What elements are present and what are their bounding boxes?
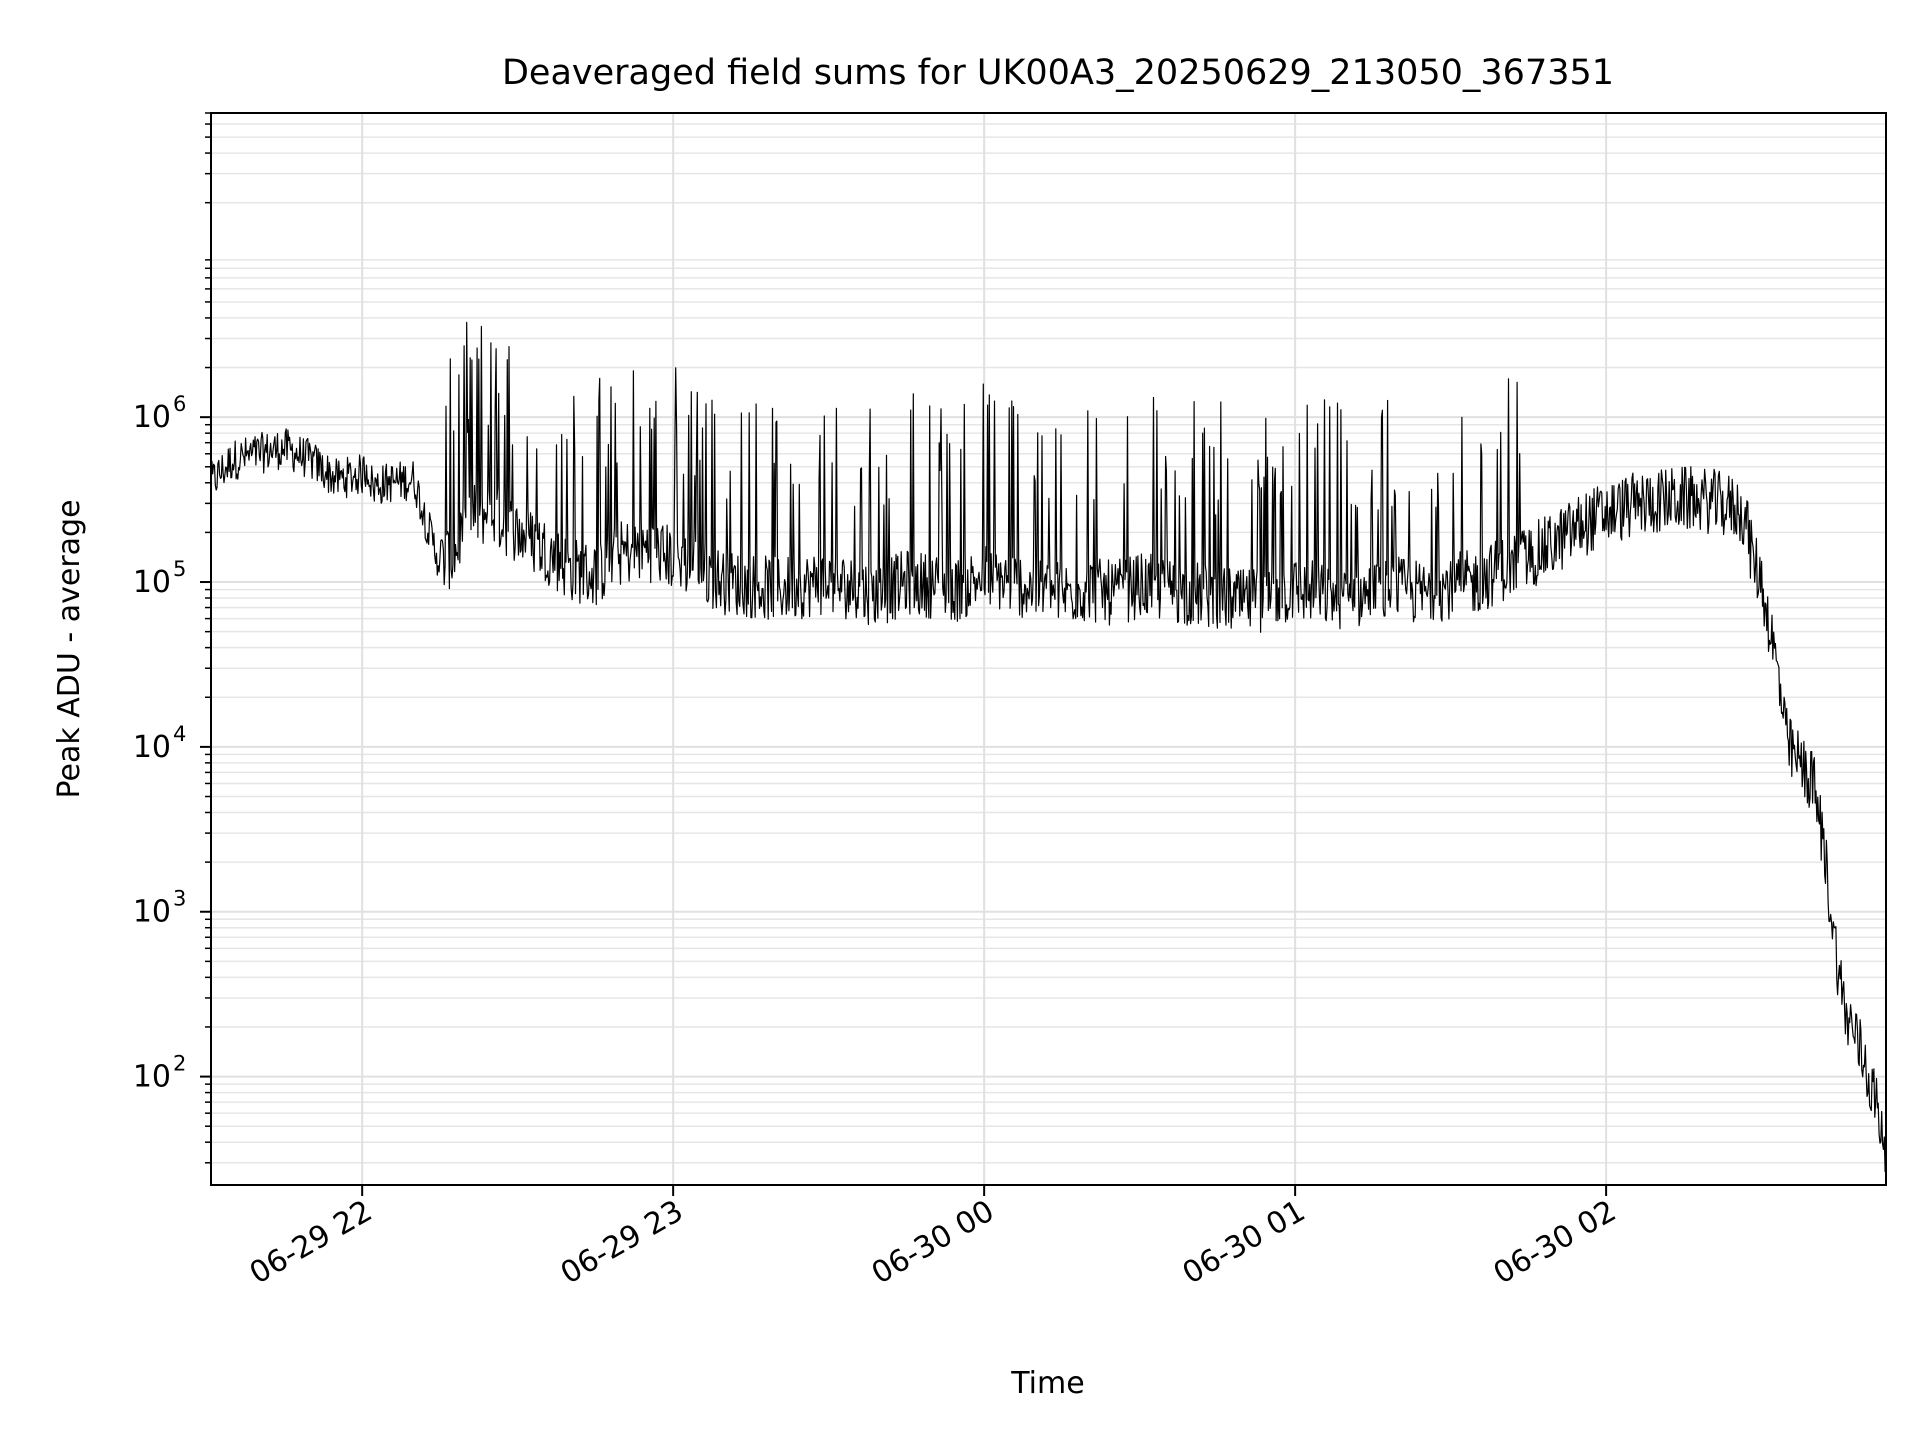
y-tick-label: 10	[133, 895, 171, 930]
x-axis-label: Time	[1010, 1366, 1084, 1401]
chart-title: Deaveraged field sums for UK00A3_2025062…	[502, 53, 1614, 93]
y-tick-exponent: 2	[173, 1052, 186, 1076]
y-tick-exponent: 6	[173, 392, 186, 416]
y-tick-exponent: 4	[173, 722, 186, 746]
y-tick-exponent: 3	[173, 887, 186, 911]
x-tick-label: 06-30 01	[1177, 1194, 1311, 1292]
x-tick-label: 06-30 00	[866, 1194, 1000, 1292]
y-tick-label: 10	[133, 1060, 171, 1095]
major-gridlines	[211, 113, 1886, 1185]
x-tick-label: 06-29 22	[244, 1194, 378, 1292]
minor-gridlines	[211, 112, 1886, 1164]
y-tick-label: 10	[133, 565, 171, 600]
plot-frame	[210, 112, 1887, 1186]
x-tick-label: 06-29 23	[555, 1194, 689, 1292]
y-axis-label: Peak ADU - average	[52, 499, 87, 798]
series-line	[210, 321, 1887, 1172]
y-tick-label: 10	[133, 400, 171, 435]
x-axis-ticks: 06-29 22 06-29 23 06-30 00 06-30 01 06-30 02	[244, 1185, 1622, 1291]
y-tick-exponent: 5	[173, 557, 186, 581]
y-tick-label: 10	[133, 730, 171, 765]
x-tick-label: 06-30 02	[1488, 1194, 1622, 1292]
